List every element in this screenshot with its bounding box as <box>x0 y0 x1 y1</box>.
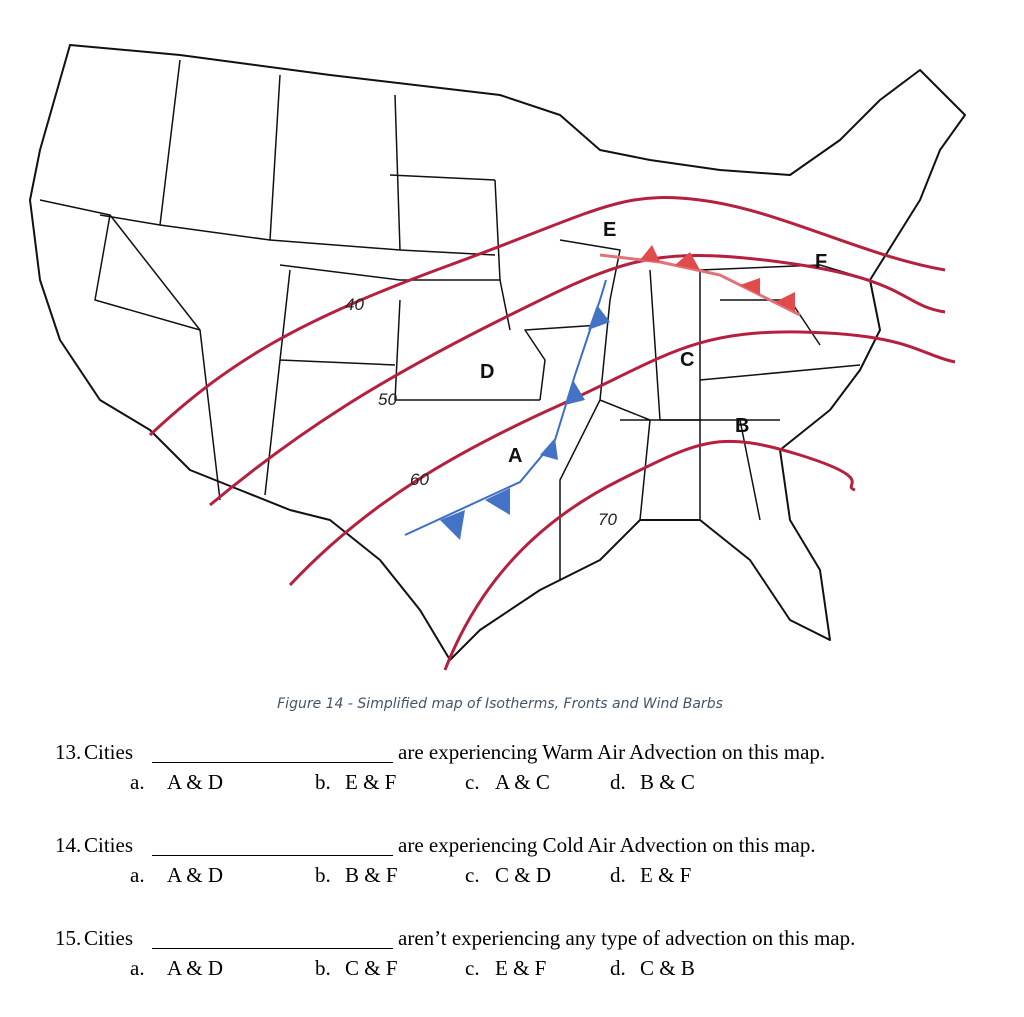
us-outline <box>29 44 966 661</box>
option-text: E & F <box>495 956 547 980</box>
option-letter: a. <box>130 770 145 794</box>
question-prefix: Cities <box>84 833 134 857</box>
option-text: A & D <box>167 956 224 980</box>
option-letter: c. <box>465 863 480 887</box>
isotherm-label: 60 <box>410 470 429 489</box>
figure-caption: Figure 14 - Simplified map of Isotherms,… <box>277 696 723 712</box>
state-lines <box>39 59 871 580</box>
question-prefix: Cities <box>84 740 134 764</box>
option-letter: d. <box>610 770 626 794</box>
option-letter: c. <box>465 770 480 794</box>
question-stem: are experiencing Cold Air Advection on t… <box>398 833 816 857</box>
isotherm-label: 50 <box>378 390 397 409</box>
option-letter: b. <box>315 956 331 980</box>
question-number: 13. <box>55 740 82 764</box>
city-label: B <box>735 415 749 437</box>
option-text: B & C <box>640 770 695 794</box>
isotherm-label: 40 <box>345 295 364 314</box>
cold-front <box>404 279 610 540</box>
option-letter: d. <box>610 863 626 887</box>
answer-blank <box>152 948 393 949</box>
city-label: F <box>815 251 827 273</box>
question-prefix: Cities <box>84 926 134 950</box>
option-letter: a. <box>130 863 145 887</box>
answer-blank <box>152 762 393 763</box>
option-text: A & C <box>495 770 550 794</box>
city-label: E <box>603 219 616 241</box>
map: 40 50 60 70 E A D C B F <box>29 44 966 671</box>
answer-blank <box>152 855 393 856</box>
question-stem: are experiencing Warm Air Advection on t… <box>398 740 826 764</box>
option-text: B & F <box>345 863 398 887</box>
city-label: D <box>480 361 494 383</box>
warm-front <box>599 245 801 317</box>
isotherms <box>148 196 956 671</box>
option-text: C & B <box>640 956 695 980</box>
option-text: E & F <box>345 770 397 794</box>
question-number: 15. <box>55 926 82 950</box>
option-letter: a. <box>130 956 145 980</box>
option-text: C & D <box>495 863 552 887</box>
option-letter: b. <box>315 770 331 794</box>
isotherm-label: 70 <box>598 510 617 529</box>
option-text: A & D <box>167 770 224 794</box>
option-text: C & F <box>345 956 398 980</box>
option-letter: c. <box>465 956 480 980</box>
city-label: C <box>680 349 694 371</box>
option-letter: d. <box>610 956 626 980</box>
option-letter: b. <box>315 863 331 887</box>
question-stem: aren’t experiencing any type of advectio… <box>398 926 856 950</box>
city-label: A <box>508 445 522 467</box>
option-text: A & D <box>167 863 224 887</box>
option-text: E & F <box>640 863 692 887</box>
question-number: 14. <box>55 833 82 857</box>
